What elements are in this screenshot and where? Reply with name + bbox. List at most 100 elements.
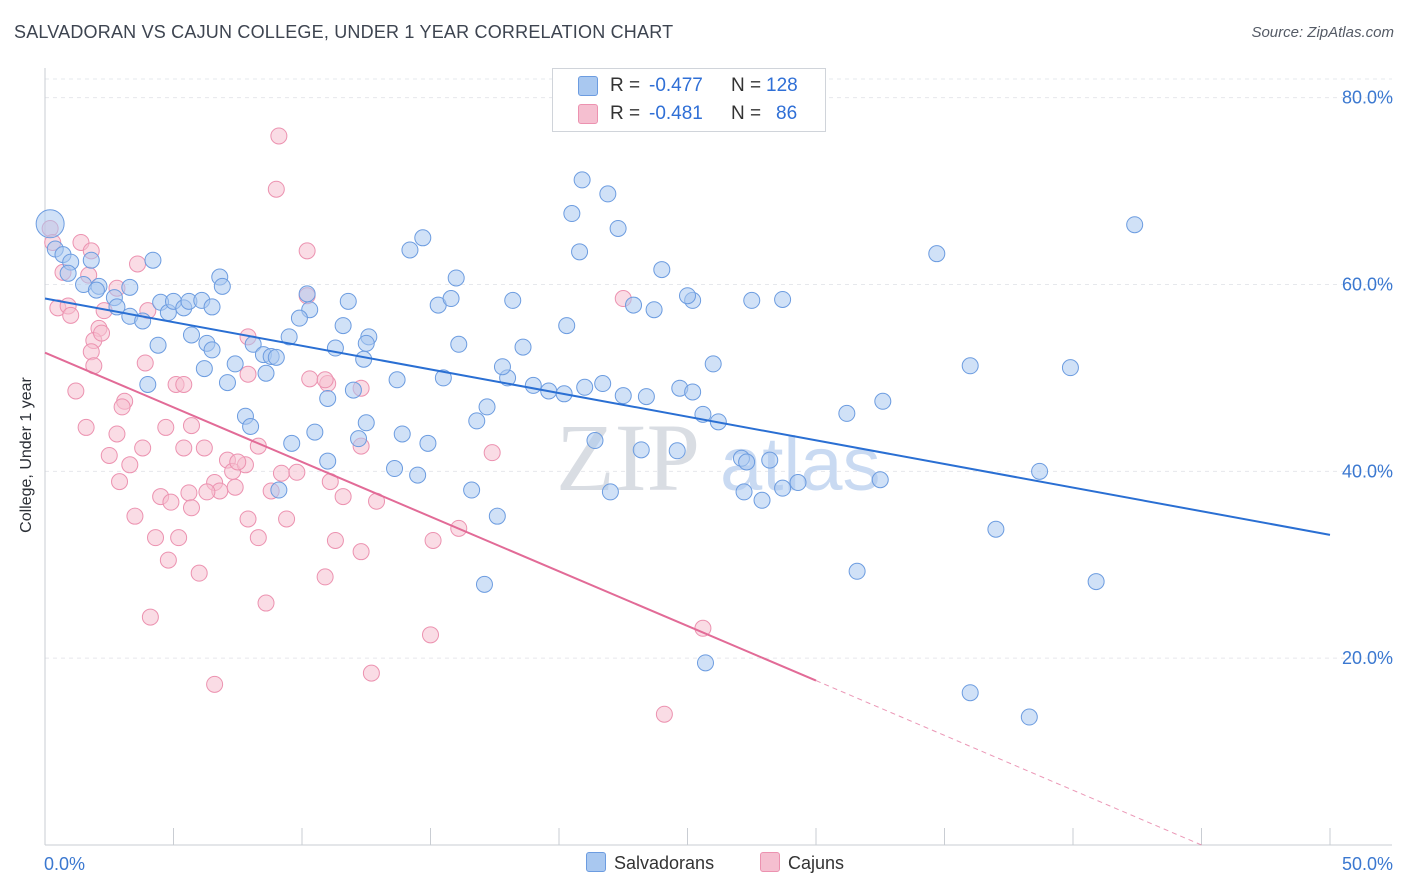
salvadoran-point (599, 185, 617, 203)
bottom-legend-label-cajuns: Cajuns (788, 853, 845, 873)
salvadoran-point (121, 278, 139, 296)
cajun-point (111, 473, 129, 491)
cajun-point (141, 608, 159, 626)
salvadoran-point (319, 389, 337, 407)
cajun-point (77, 418, 95, 436)
salvadoran-point (468, 412, 486, 430)
salvadoran-point (290, 309, 308, 327)
salvadoran-point (386, 460, 404, 478)
x-tick-label: 0.0% (44, 854, 85, 874)
salvadoran-point (761, 451, 779, 469)
salvadoran-point (961, 684, 979, 702)
legend-n-value: 128 (766, 75, 798, 96)
salvadoran-point (144, 251, 162, 269)
salvadoran-point (524, 376, 542, 394)
legend-swatch-cajuns (578, 104, 598, 124)
salvadoran-point (614, 387, 632, 405)
salvadoran-trendline (44, 297, 1331, 536)
cajun-point (655, 705, 673, 723)
salvadoran-point (306, 423, 324, 441)
cajun-point (257, 594, 275, 612)
cajun-point (352, 543, 370, 561)
salvadoran-point (504, 291, 522, 309)
salvadoran-point (195, 360, 213, 378)
cajun-point (278, 510, 296, 528)
source-note: Source: ZipAtlas.com (1251, 24, 1394, 41)
legend-n-label: N = (731, 103, 762, 124)
salvadoran-point (450, 335, 468, 353)
salvadoran-point (1061, 359, 1079, 377)
legend-r-value: -0.477 (649, 75, 703, 96)
cajun-point (195, 439, 213, 457)
bottom-legend-salvadorans: Salvadorans (586, 852, 714, 874)
salvadoran-point (203, 298, 221, 316)
salvadoran-point (213, 277, 231, 295)
cajun-point (226, 478, 244, 496)
salvadoran-point (632, 441, 650, 459)
axes (44, 68, 1392, 846)
salvadoran-point (447, 269, 465, 287)
cajun-point (121, 456, 139, 474)
cajun-point (316, 371, 334, 389)
salvadoran-point (961, 357, 979, 375)
cajun-point (62, 306, 80, 324)
y-tick-label: 80.0% (1342, 88, 1393, 108)
salvadoran-point (789, 474, 807, 492)
cajun-point (147, 529, 165, 547)
cajun-point (483, 444, 501, 462)
cajun-point (113, 398, 131, 416)
salvadoran-point (563, 205, 581, 223)
salvadoran-point (409, 466, 427, 484)
cajun-point (100, 446, 118, 464)
salvadoran-point (475, 575, 493, 593)
cajun-point (157, 418, 175, 436)
salvadoran-point (319, 452, 337, 470)
salvadoran-point (283, 434, 301, 452)
salvadoran-point (401, 241, 419, 259)
chart-title: SALVADORAN VS CAJUN COLLEGE, UNDER 1 YEA… (14, 22, 674, 42)
salvadoran-point (874, 392, 892, 410)
x-tick-label: 50.0% (1342, 854, 1393, 874)
salvadoran-point (645, 301, 663, 319)
salvadoran-point (738, 453, 756, 471)
salvadoran-point (594, 375, 612, 393)
cajun-point (424, 531, 442, 549)
cajun-point (136, 354, 154, 372)
cajun-point (249, 529, 267, 547)
salvadoran-point (59, 264, 77, 282)
watermark: ZIP atlas (556, 404, 881, 511)
salvadoran-point (586, 432, 604, 450)
salvadoran-point (753, 491, 771, 509)
salvadoran-point (625, 296, 643, 314)
salvadoran-point (573, 171, 591, 189)
salvadoran-point (514, 338, 532, 356)
legend-r-label: R = (610, 103, 641, 124)
salvadoran-point (774, 290, 792, 308)
salvadoran-point (357, 334, 375, 352)
cajun-point (93, 324, 111, 342)
salvadoran-point (1087, 573, 1105, 591)
salvadoran-point (388, 371, 406, 389)
cajun-point (316, 568, 334, 586)
salvadoran-point (393, 425, 411, 443)
salvadoran-point (298, 285, 316, 303)
cajun-point (198, 483, 216, 501)
salvadoran-point (267, 348, 285, 366)
cajun-point (108, 425, 126, 443)
cajun-point (175, 439, 193, 457)
salvadoran-point (848, 562, 866, 580)
bottom-legend-swatch-cajuns (760, 852, 780, 872)
y-tick-label: 20.0% (1342, 648, 1393, 668)
salvadoran-point (488, 507, 506, 525)
salvadoran-point (684, 383, 702, 401)
salvadoran-point (653, 261, 671, 279)
cajun-trendline (44, 351, 817, 682)
salvadoran-point (696, 654, 714, 672)
y-tick-label: 40.0% (1342, 461, 1393, 481)
salvadoran-point (334, 317, 352, 335)
salvadoran-point (226, 355, 244, 373)
salvadoran-point (218, 374, 236, 392)
bottom-legend-swatch-salvadorans (586, 852, 606, 872)
salvadoran-point (493, 358, 511, 376)
